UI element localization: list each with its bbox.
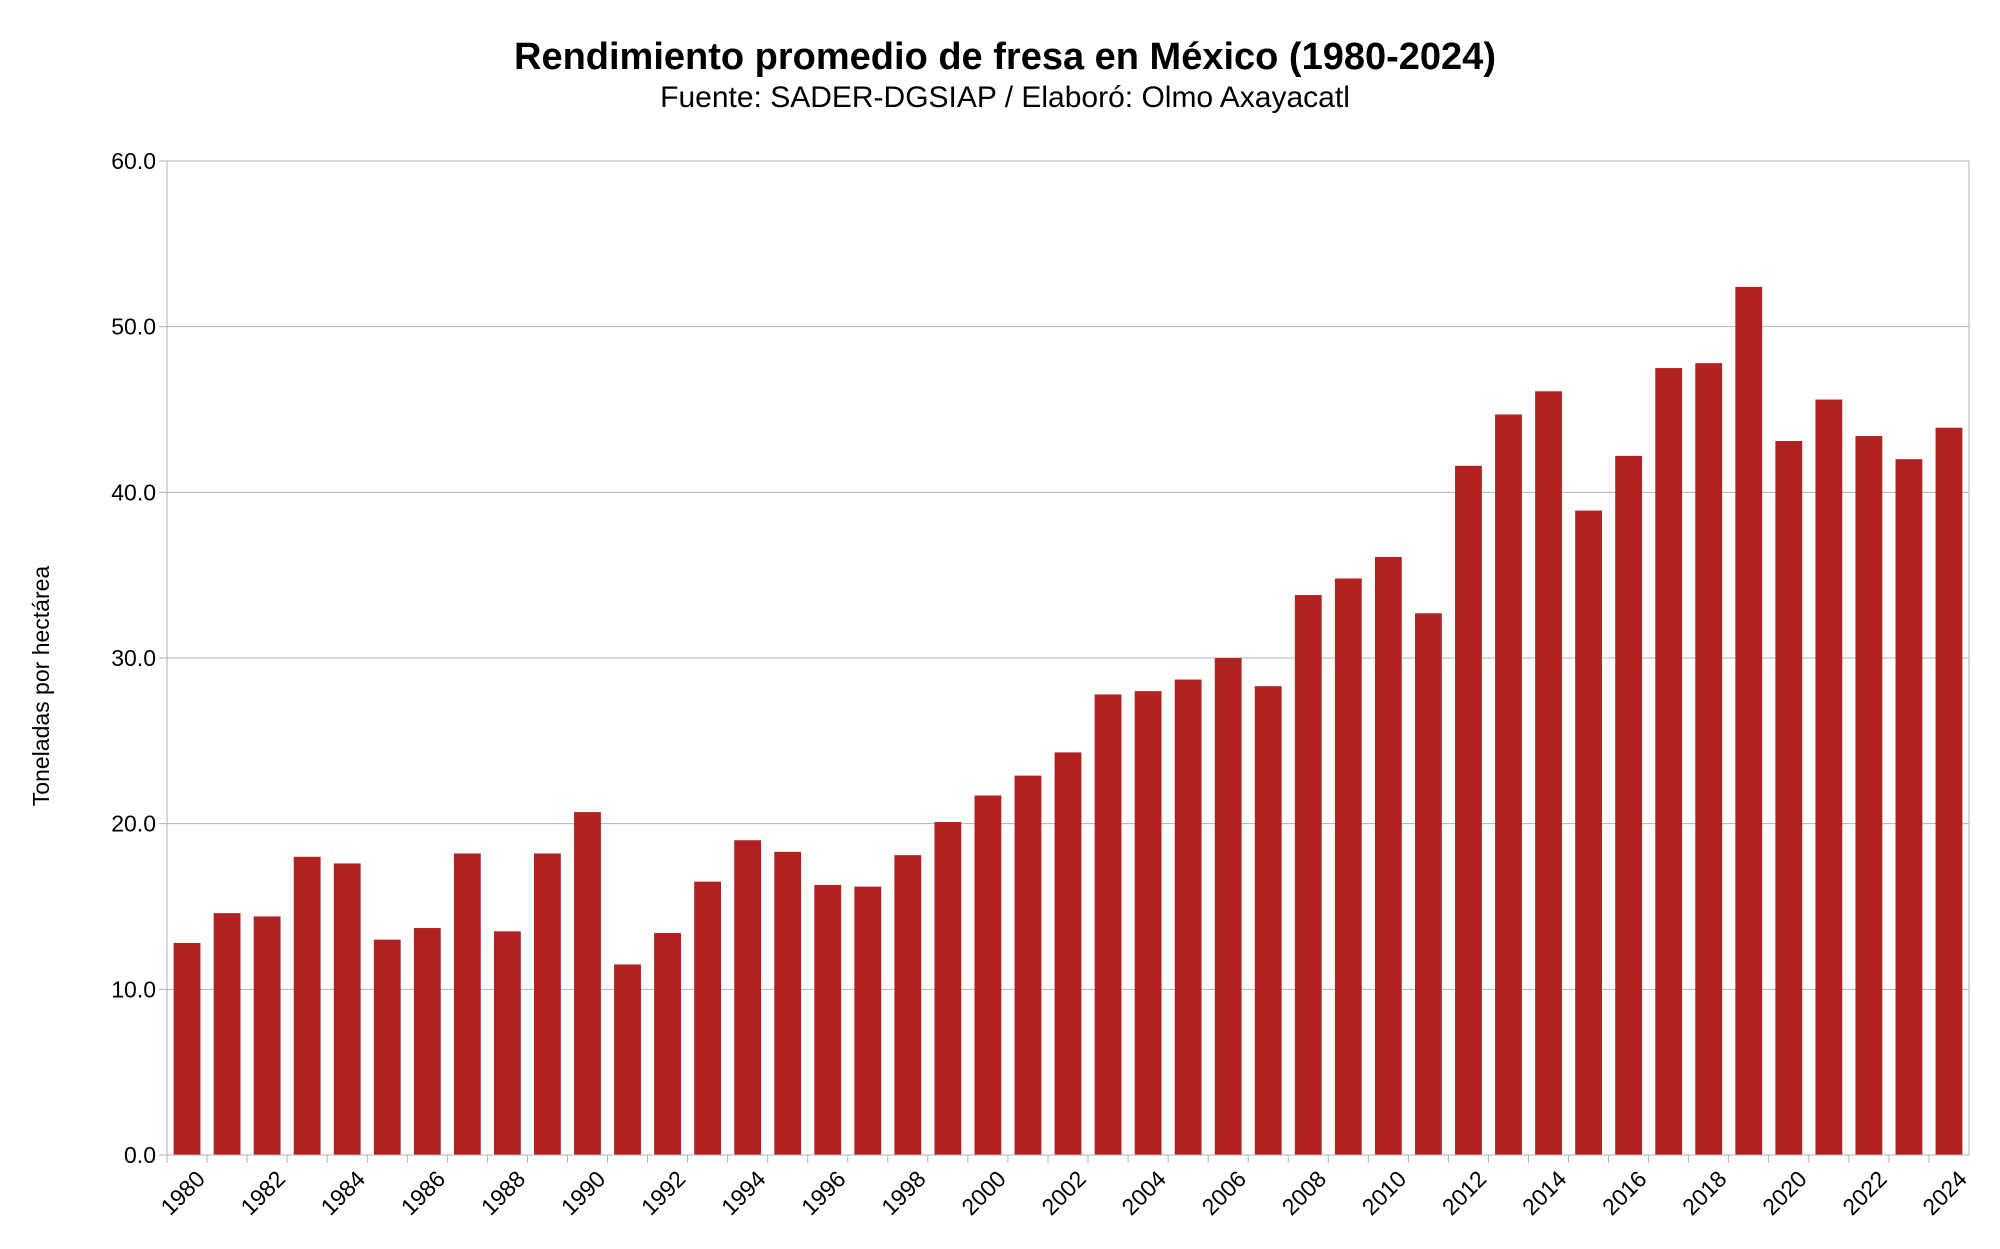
x-tick-label: 2014	[1517, 1165, 1572, 1220]
bar-1981: 1981: 14.6	[213, 913, 241, 1155]
bar-2014: 2014: 46.1	[1535, 391, 1562, 1155]
bar-1999: 1999: 20.1	[934, 822, 962, 1155]
y-tick-label: 40.0	[111, 479, 156, 505]
y-tick-label: 20.0	[111, 811, 156, 837]
x-tick-label: 1986	[396, 1166, 451, 1221]
bar-1985: 1985: 13	[373, 939, 401, 1155]
bar-2003: 2003: 27.8	[1094, 694, 1122, 1155]
y-tick-label: 30.0	[111, 645, 156, 671]
bars: 1980: 12.8 1981: 14.6 1982: 14.4 1983: 18 19…	[173, 286, 1963, 1156]
bar-2000: 2000: 21.7	[974, 795, 1002, 1155]
bar-2010: 2010: 36.1	[1374, 556, 1402, 1155]
bar-2016: 2016: 42.2	[1615, 455, 1643, 1155]
x-tick-label: 2022	[1837, 1166, 1892, 1221]
x-tick-label: 1992	[636, 1166, 691, 1221]
bar-1982: 1982: 14.4	[253, 916, 281, 1155]
bar-1995: 1995: 18.3	[774, 851, 802, 1155]
bar-1993: 1993: 16.5	[694, 881, 722, 1155]
y-axis-label: Toneladas por hectárea	[28, 566, 54, 807]
bar-2009: 2009: 34.8	[1334, 578, 1362, 1155]
bar-1988: 1988: 13.5	[493, 931, 521, 1155]
x-tick-label: 1982	[235, 1166, 290, 1221]
bar-1991: 1991: 11.5	[614, 964, 641, 1155]
bar-1989: 1989: 18.2	[534, 853, 561, 1155]
bar-1998: 1998: 18.1	[894, 855, 922, 1155]
bar-1980: 1980: 12.8	[173, 942, 201, 1155]
x-tick-label: 1994	[716, 1165, 771, 1220]
bar-2019: 2019: 52.4	[1735, 286, 1763, 1155]
y-tick-label: 0.0	[124, 1142, 156, 1168]
bar-2013: 2013: 44.7	[1495, 414, 1522, 1156]
x-tick-label: 1990	[556, 1166, 611, 1221]
bar-2005: 2005: 28.7	[1174, 679, 1202, 1155]
bar-1983: 1983: 18	[293, 856, 321, 1155]
x-tick-label: 1998	[876, 1166, 931, 1221]
bar-1990: 1990: 20.7	[574, 812, 601, 1155]
x-tick-label: 2008	[1277, 1166, 1332, 1221]
y-tick-label: 10.0	[111, 976, 156, 1002]
bar-2012: 2012: 41.6	[1455, 465, 1482, 1155]
x-tick-label: 2024	[1917, 1165, 1972, 1220]
bar-2008: 2008: 33.8	[1294, 595, 1322, 1155]
bar-2002: 2002: 24.3	[1054, 752, 1082, 1155]
y-tick-label: 50.0	[111, 314, 156, 340]
bar-2011: 2011: 32.7	[1414, 613, 1442, 1155]
x-tick-label: 2000	[956, 1166, 1011, 1221]
chart-subtitle: Fuente: SADER-DGSIAP / Elaboró: Olmo Axa…	[660, 81, 1350, 114]
bar-2023: 2023: 42	[1895, 459, 1923, 1155]
x-tick-label: 1988	[476, 1166, 531, 1221]
bar-1992: 1992: 13.4	[654, 933, 681, 1155]
x-tick-label: 2002	[1036, 1166, 1091, 1221]
bar-2020: 2020: 43.1	[1775, 440, 1803, 1155]
x-tick-label: 2006	[1197, 1166, 1252, 1221]
bar-2006: 2006: 30	[1214, 658, 1242, 1155]
x-tick-label: 1980	[155, 1166, 210, 1221]
x-tick-labels: 1980 1982 1984 1986 1988 1990 1992 1994 1996 1998…	[155, 1155, 1972, 1220]
bar-2018: 2018: 47.8	[1695, 363, 1723, 1155]
bar-1984: 1984: 17.6	[333, 863, 361, 1155]
bar-2017: 2017: 47.5	[1655, 368, 1683, 1155]
x-tick-label: 2012	[1437, 1166, 1492, 1221]
bar-2004: 2004: 28	[1134, 691, 1162, 1155]
bar-2007: 2007: 28.3	[1254, 686, 1282, 1155]
bar-2001: 2001: 22.9	[1014, 775, 1042, 1155]
bar-2021: 2021: 45.6	[1815, 399, 1843, 1155]
y-tick-label: 60.0	[111, 148, 156, 174]
x-tick-label: 2016	[1597, 1166, 1652, 1221]
bar-2022: 2022: 43.4	[1855, 436, 1883, 1155]
bar-1996: 1996: 16.3	[814, 884, 842, 1155]
x-tick-label: 2020	[1757, 1166, 1812, 1221]
x-tick-label: 1996	[796, 1166, 851, 1221]
bar-2015: 2015: 38.9	[1575, 510, 1602, 1156]
y-tick-labels: 0.0 10.0 20.0 30.0 40.0 50.0 60.0	[111, 148, 156, 1168]
plot-frame	[166, 160, 1970, 1156]
chart-title: Rendimiento promedio de fresa en México …	[514, 36, 1496, 78]
bar-1994: 1994: 19	[734, 840, 762, 1155]
bar-1986: 1986: 13.7	[413, 928, 441, 1155]
x-tick-label: 2010	[1357, 1166, 1412, 1221]
x-tick-label: 2004	[1116, 1165, 1171, 1220]
bar-1987: 1987: 18.2	[453, 853, 481, 1155]
x-tick-label: 1984	[316, 1165, 371, 1220]
x-tick-label: 2018	[1677, 1166, 1732, 1221]
bar-2024: 2024: 43.9	[1935, 427, 1963, 1155]
bar-1997: 1997: 16.2	[854, 886, 882, 1155]
